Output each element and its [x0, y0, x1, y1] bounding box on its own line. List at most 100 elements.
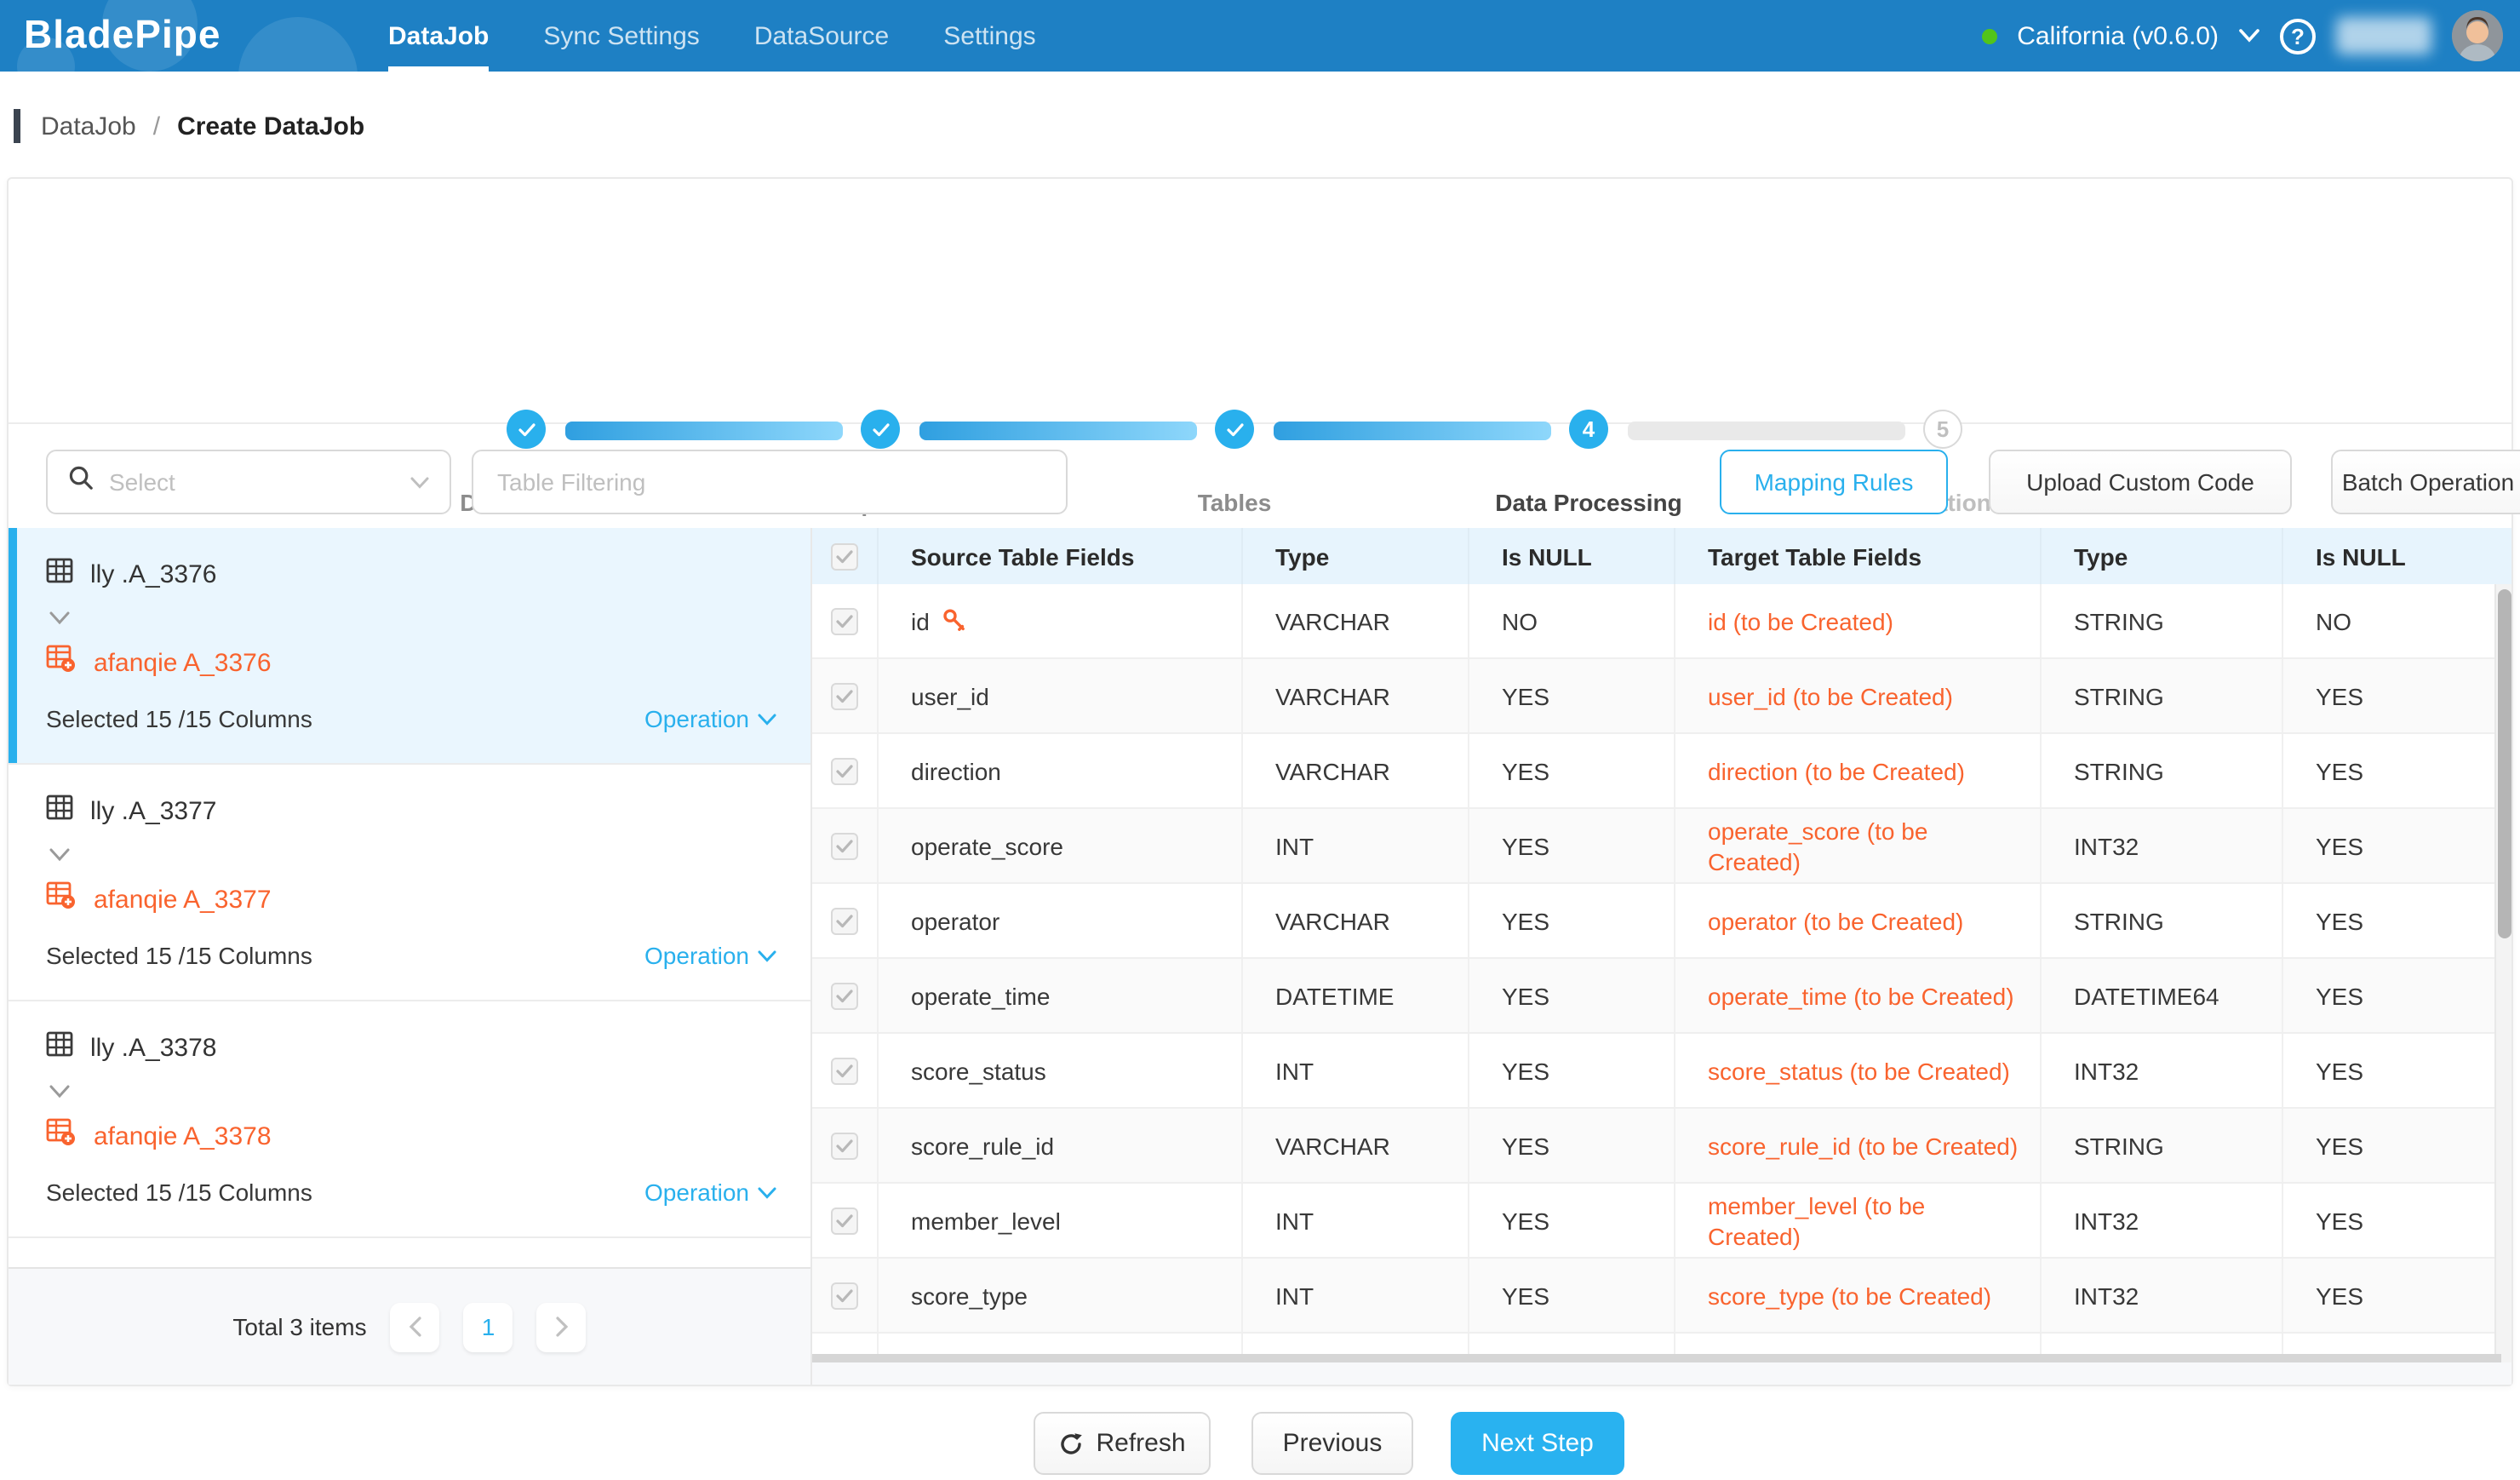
nav-item-datasource[interactable]: DataSource: [753, 21, 890, 50]
row-checkbox[interactable]: [831, 982, 858, 1009]
row-checkbox[interactable]: [831, 757, 858, 784]
target-field-cell: score_type (to be Created): [1675, 1259, 2042, 1332]
vertical-scrollbar[interactable]: [2494, 584, 2511, 1362]
nav-item-datajob[interactable]: DataJob: [361, 0, 516, 72]
header-checkbox[interactable]: [831, 542, 858, 570]
app-logo[interactable]: BladePipe: [24, 12, 221, 56]
source-type-cell: VARCHAR: [1243, 1109, 1469, 1182]
vertical-scrollbar-thumb[interactable]: [2498, 589, 2511, 938]
source-type-cell: INT: [1243, 1184, 1469, 1257]
row-checkbox[interactable]: [831, 832, 858, 859]
chevron-down-icon[interactable]: [2239, 29, 2259, 43]
help-icon[interactable]: ?: [2280, 18, 2316, 54]
operation-label: Operation: [644, 1179, 749, 1206]
table-plus-icon: [46, 1117, 77, 1155]
pagination-prev-button[interactable]: [390, 1302, 440, 1351]
nav-item-settings[interactable]: Settings: [943, 21, 1036, 50]
source-isnull-cell: NO: [1469, 584, 1675, 657]
step-connector: [1628, 422, 1905, 440]
table-row: direction VARCHAR YES direction (to be Crea…: [812, 734, 2501, 809]
previous-button[interactable]: Previous: [1251, 1412, 1413, 1475]
row-checkbox-cell: [812, 884, 879, 957]
schema-select[interactable]: Select: [46, 450, 451, 514]
header-checkbox-cell: [812, 528, 879, 584]
step-circle-3[interactable]: [1215, 410, 1254, 449]
refresh-icon: [1060, 1432, 1082, 1454]
mapping-chevron-down-icon: [49, 1076, 776, 1107]
source-isnull-cell: YES: [1469, 659, 1675, 732]
upload-custom-code-button[interactable]: Upload Custom Code: [1989, 450, 2292, 514]
row-checkbox[interactable]: [831, 607, 858, 634]
username-redacted[interactable]: [2336, 17, 2431, 54]
table-row: operate_time DATETIME YES operate_time (to …: [812, 959, 2501, 1034]
next-step-button[interactable]: Next Step: [1451, 1412, 1624, 1475]
target-field-cell: member_level (to be Created): [1675, 1184, 2042, 1257]
operation-dropdown[interactable]: Operation: [644, 942, 776, 969]
target-field-cell: id (to be Created): [1675, 584, 2042, 657]
table-header-row: Source Table Fields Type Is NULL Target Tab…: [812, 528, 2511, 584]
row-checkbox[interactable]: [831, 682, 858, 709]
operation-dropdown[interactable]: Operation: [644, 1179, 776, 1206]
navbar-right: California (v0.6.0) ?: [1981, 0, 2503, 72]
target-type-cell: STRING: [2042, 584, 2283, 657]
operation-dropdown[interactable]: Operation: [644, 705, 776, 732]
decor-bubble: [238, 17, 358, 72]
pagination-next-button[interactable]: [536, 1302, 587, 1351]
row-checkbox-cell: [812, 1184, 879, 1257]
row-checkbox[interactable]: [831, 1057, 858, 1084]
target-table-row: afanqie A_3376: [46, 644, 776, 681]
target-isnull-cell: YES: [2316, 982, 2364, 1009]
source-table-name: lly .A_3378: [90, 1034, 217, 1063]
region-version-label[interactable]: California (v0.6.0): [2017, 21, 2219, 50]
item-bottom-row: Selected 15 /15 Columns Operation: [46, 1179, 776, 1206]
source-table-row: lly .A_3377: [46, 794, 776, 829]
row-checkbox-cell: [812, 734, 879, 807]
batch-operation-label: Batch Operation: [2341, 468, 2515, 496]
avatar[interactable]: [2452, 10, 2503, 61]
source-field-name: score_status: [911, 1057, 1046, 1084]
target-table-name: afanqie A_3378: [94, 1121, 272, 1150]
row-checkbox[interactable]: [831, 1207, 858, 1234]
batch-operation-button[interactable]: Batch Operation: [2331, 450, 2520, 514]
source-type-cell: VARCHAR: [1243, 884, 1469, 957]
step-circle-4[interactable]: 4: [1569, 410, 1608, 449]
row-checkbox[interactable]: [831, 907, 858, 934]
row-checkbox[interactable]: [831, 1282, 858, 1309]
nav-item-sync-settings[interactable]: Sync Settings: [543, 21, 700, 50]
item-bottom-row: Selected 15 /15 Columns Operation: [46, 942, 776, 969]
empty-cell: [1243, 1334, 1469, 1362]
select-placeholder: Select: [109, 468, 175, 496]
column-header-5: Type: [2042, 528, 2283, 584]
wizard-footer: Refresh Previous Next Step: [0, 1412, 2520, 1480]
column-header-2: Type: [1243, 528, 1469, 584]
refresh-button[interactable]: Refresh: [1034, 1412, 1211, 1475]
source-field-name: score_rule_id: [911, 1132, 1055, 1159]
target-isnull-cell: YES: [2316, 682, 2364, 709]
target-field-cell: score_rule_id (to be Created): [1675, 1109, 2042, 1182]
table-filtering-input[interactable]: [472, 450, 1068, 514]
target-isnull-cell: YES: [2316, 1057, 2364, 1084]
table-row: score_status INT YES score_status (to be Cr…: [812, 1034, 2501, 1109]
breadcrumb-parent[interactable]: DataJob: [41, 112, 136, 141]
table-list-item[interactable]: lly .A_3376 afanqie A_3376 Selected 15 /15…: [9, 528, 810, 765]
pagination-page-1[interactable]: 1: [463, 1302, 513, 1351]
target-type-cell: STRING: [2042, 884, 2283, 957]
source-table-name: lly .A_3377: [90, 797, 217, 826]
source-isnull-cell: YES: [1469, 884, 1675, 957]
target-type-cell: INT32: [2042, 1184, 2283, 1257]
step-circle-1[interactable]: [507, 410, 546, 449]
mapping-chevron-down-icon: [49, 603, 776, 634]
horizontal-scrollbar[interactable]: [812, 1354, 2501, 1362]
source-field-cell: direction: [879, 734, 1243, 807]
column-header-4: Target Table Fields: [1675, 528, 2042, 584]
step-circle-5[interactable]: 5: [1923, 410, 1962, 449]
target-field-cell: user_id (to be Created): [1675, 659, 2042, 732]
table-list-item[interactable]: lly .A_3377 afanqie A_3377 Selected 15 /15…: [9, 765, 810, 1001]
mapping-rules-button[interactable]: Mapping Rules: [1720, 450, 1948, 514]
target-field-cell: operate_score (to be Created): [1675, 809, 2042, 882]
step-circle-2[interactable]: [861, 410, 900, 449]
row-checkbox[interactable]: [831, 1132, 858, 1159]
empty-cell: [812, 1334, 879, 1362]
source-field-name: id: [911, 607, 930, 634]
